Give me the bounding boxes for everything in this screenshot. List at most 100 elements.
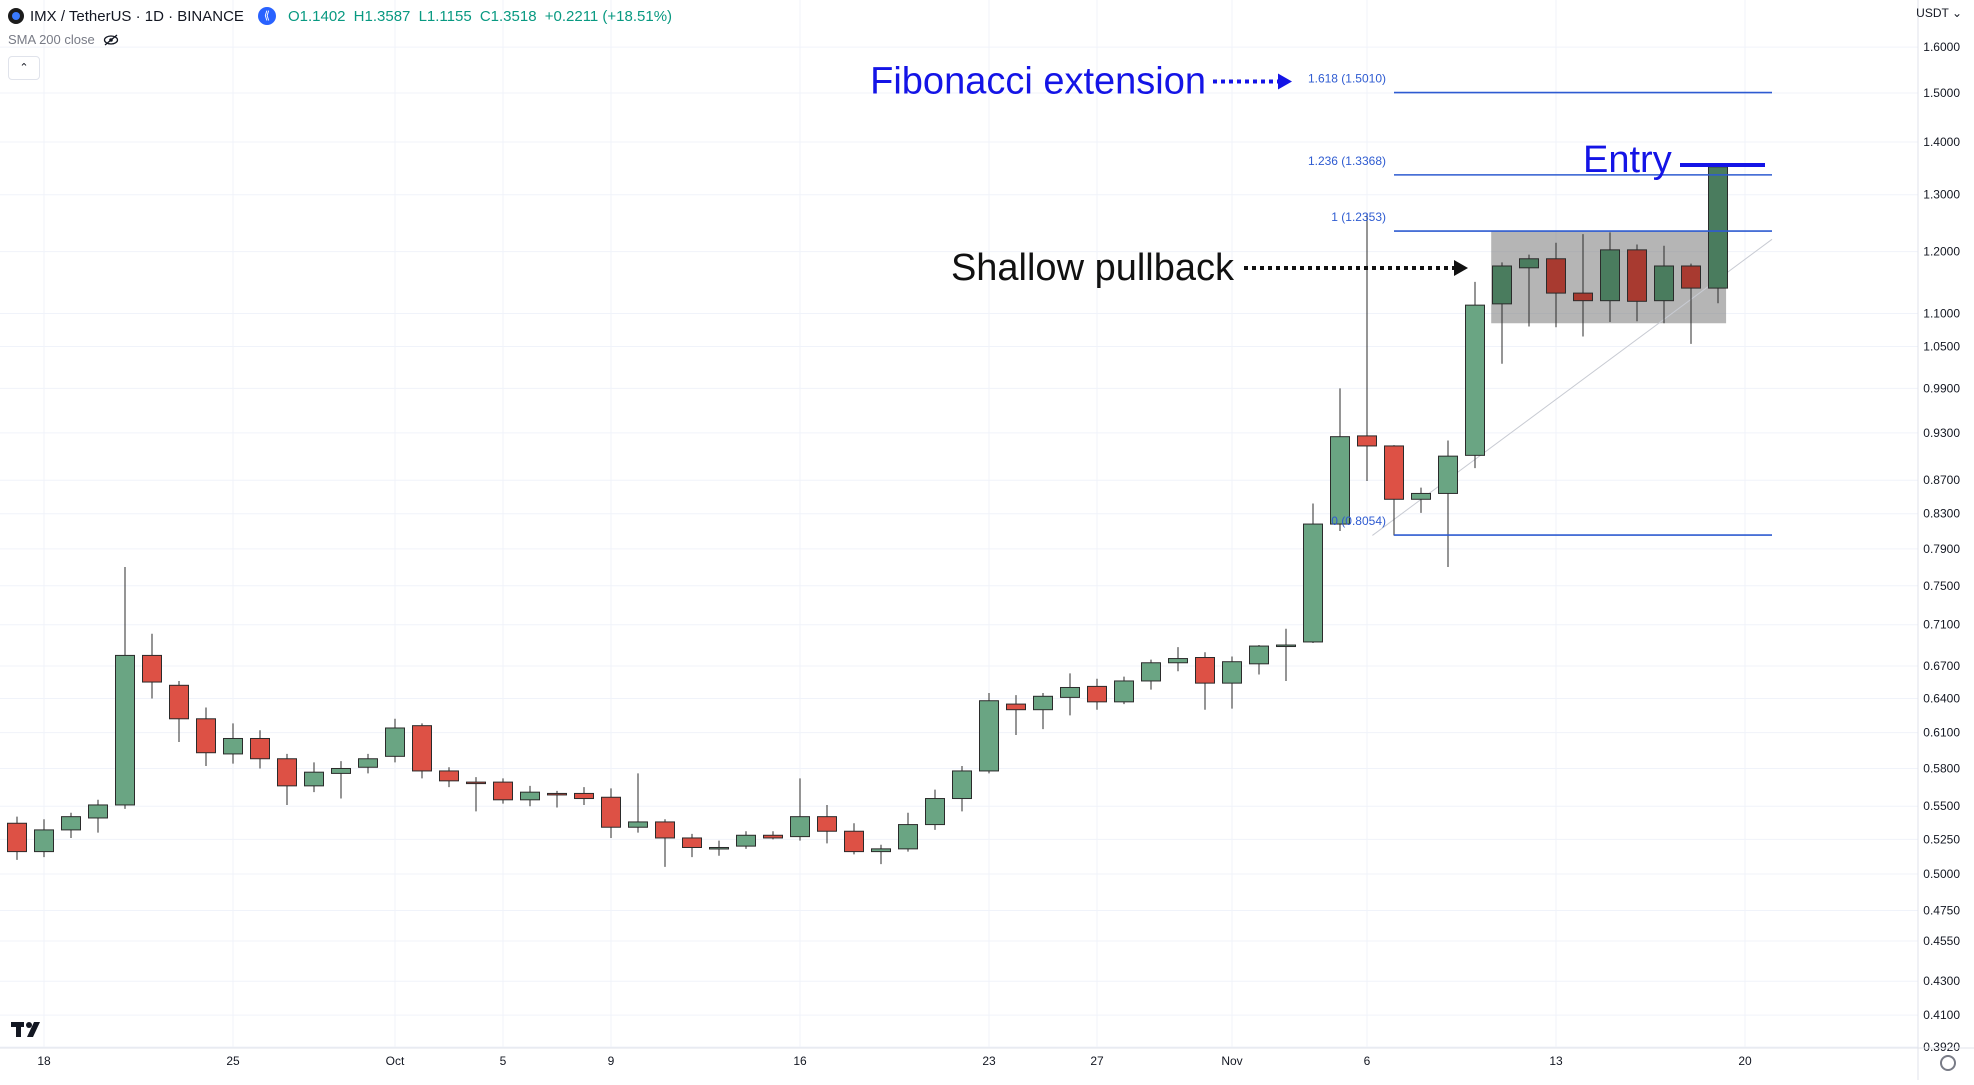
candle-body: [1087, 685, 1107, 703]
candle-body: [1627, 249, 1647, 302]
x-tick-label: 16: [793, 1054, 807, 1068]
indicator-legend[interactable]: SMA 200 close: [8, 32, 119, 47]
x-tick-label: 25: [226, 1054, 240, 1068]
y-tick-label: 0.4300: [1923, 974, 1960, 988]
candle-body: [412, 725, 432, 772]
candle-body: [871, 848, 891, 853]
candle-body: [385, 727, 405, 757]
fib-level-label: 1 (1.2353): [1331, 210, 1386, 224]
candle-body: [790, 816, 810, 838]
x-tick-label: 23: [982, 1054, 996, 1068]
fib-level-label: 1.236 (1.3368): [1308, 154, 1386, 168]
candle-body: [142, 654, 162, 683]
x-tick-label: Nov: [1221, 1054, 1242, 1068]
candle-body: [1006, 703, 1026, 711]
y-tick-label: 0.4100: [1923, 1008, 1960, 1022]
eye-crossed-icon[interactable]: [103, 34, 119, 46]
candle-body: [1708, 166, 1728, 289]
y-tick-label: 1.6000: [1923, 40, 1960, 54]
x-tick-label: 6: [1364, 1054, 1371, 1068]
x-tick-label: 9: [608, 1054, 615, 1068]
candle-body: [1249, 645, 1269, 665]
candle-body: [925, 798, 945, 826]
chevron-up-icon: ⌃: [19, 62, 29, 74]
indicator-label: SMA 200 close: [8, 32, 95, 47]
y-tick-label: 1.5000: [1923, 86, 1960, 100]
y-tick-label: 0.5500: [1923, 799, 1960, 813]
y-tick-label: 0.4550: [1923, 934, 1960, 948]
currency-selector[interactable]: USDT ⌄: [1916, 6, 1962, 20]
fib-level-label: 1.618 (1.5010): [1308, 72, 1386, 86]
candle-body: [952, 770, 972, 800]
entry-label: Entry: [1583, 139, 1672, 181]
candle-body: [1033, 695, 1053, 711]
candle-body: [1114, 680, 1134, 703]
y-tick-label: 0.8700: [1923, 473, 1960, 487]
candle-body: [979, 700, 999, 772]
candle-body: [1546, 258, 1566, 294]
candle-body: [1276, 644, 1296, 648]
candle-body: [655, 821, 675, 839]
y-tick-label: 0.7500: [1923, 579, 1960, 593]
y-tick-label: 0.4750: [1923, 903, 1960, 917]
y-tick-label: 0.9900: [1923, 381, 1960, 395]
candle-body: [7, 822, 27, 853]
candle-body: [1357, 435, 1377, 447]
y-tick-label: 0.7100: [1923, 618, 1960, 632]
open-value: O1.1402: [287, 7, 346, 25]
candle-body: [1222, 661, 1242, 684]
y-tick-label: 0.6100: [1923, 726, 1960, 740]
candle-body: [817, 816, 837, 832]
change-value: +0.2211 (+18.51%): [544, 7, 673, 25]
candle-body: [1330, 436, 1350, 525]
candle-body: [493, 781, 513, 801]
candle-body: [1573, 292, 1593, 302]
candle-body: [1519, 258, 1539, 269]
candle-body: [196, 718, 216, 754]
x-tick-label: 13: [1549, 1054, 1563, 1068]
y-tick-label: 1.3000: [1923, 188, 1960, 202]
x-tick-label: 27: [1090, 1054, 1104, 1068]
y-tick-label: 0.5250: [1923, 832, 1960, 846]
y-tick-label: 0.6700: [1923, 659, 1960, 673]
candle-body: [34, 829, 54, 853]
symbol-title[interactable]: IMX / TetherUS · 1D · BINANCE: [30, 7, 244, 25]
candle-body: [466, 781, 486, 785]
symbol-header[interactable]: IMX / TetherUS · 1D · BINANCE ⟪ O1.1402 …: [8, 6, 676, 26]
tradingview-logo-icon: [11, 1022, 40, 1037]
candle-body: [682, 837, 702, 848]
candle-body: [1681, 265, 1701, 289]
y-tick-label: 1.1000: [1923, 306, 1960, 320]
candle-body: [1600, 249, 1620, 302]
fibonacci-arrow-head: [1278, 73, 1292, 90]
y-tick-label: 0.6400: [1923, 692, 1960, 706]
candle-body: [61, 816, 81, 831]
settings-gear-icon[interactable]: [1940, 1055, 1956, 1071]
candle-body: [331, 767, 351, 774]
x-tick-label: Oct: [386, 1054, 405, 1068]
y-tick-label: 0.5800: [1923, 761, 1960, 775]
shallow-pullback-label: Shallow pullback: [951, 247, 1235, 289]
y-tick-label: 0.8300: [1923, 507, 1960, 521]
candle-body: [88, 804, 108, 819]
live-indicator-icon: ⟪: [257, 7, 276, 25]
ohlc-readout: O1.1402 H1.3587 L1.1155 C1.3518 +0.2211 …: [288, 8, 676, 25]
y-tick-label: 0.9300: [1923, 426, 1960, 440]
candle-body: [250, 737, 270, 760]
candle-body: [358, 758, 378, 768]
candle-body: [169, 684, 189, 720]
y-tick-label: 1.2000: [1923, 245, 1960, 259]
collapse-legend-button[interactable]: ⌃: [8, 56, 40, 80]
candle-body: [1141, 662, 1161, 682]
candle-body: [520, 791, 540, 801]
candle-body: [844, 830, 864, 853]
candle-body: [439, 770, 459, 782]
candle-body: [1654, 265, 1674, 302]
high-value: H1.3587: [353, 7, 411, 25]
candle-body: [736, 834, 756, 847]
low-value: L1.1155: [418, 7, 472, 25]
y-tick-label: 1.0500: [1923, 340, 1960, 354]
pullback-arrow-head: [1454, 260, 1468, 276]
